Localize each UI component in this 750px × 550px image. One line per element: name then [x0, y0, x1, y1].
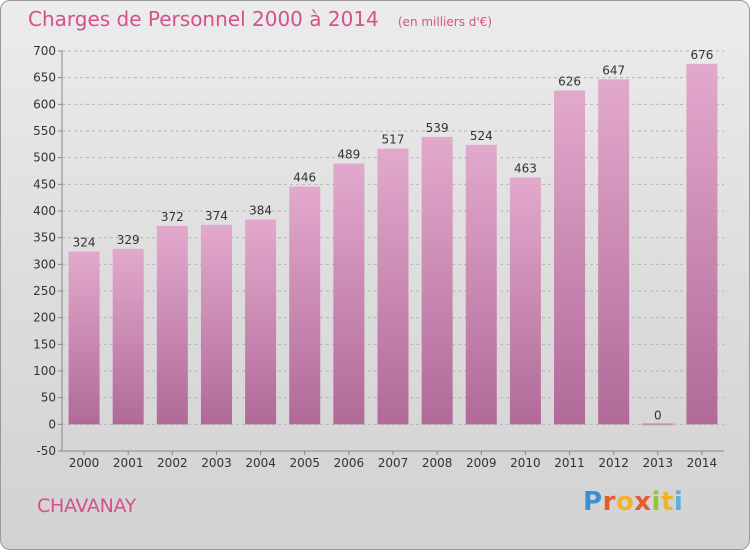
bar: [509, 177, 541, 425]
data-label: 329: [117, 233, 140, 247]
x-tick-label: 2014: [687, 456, 718, 470]
data-label: 517: [382, 133, 405, 147]
y-tick-label: 650: [33, 71, 56, 85]
data-label: 0: [654, 408, 662, 422]
bar: [377, 148, 409, 425]
axes: -50 0 50 100 150 200 250 300 350 400 450 500 550 600 6…: [33, 44, 724, 470]
y-tick-label: 500: [33, 151, 56, 165]
logo-letter: t: [660, 487, 674, 517]
value-labels: 324 329 372 374 384 446 489 517 539 524 463 626 647 0…: [73, 48, 714, 423]
bar: [686, 63, 718, 425]
y-tick-label: 100: [33, 364, 56, 378]
bar: [421, 136, 453, 425]
bar: [289, 186, 321, 425]
chart-title: Charges de Personnel 2000 à 2014: [28, 7, 379, 31]
chart-title-block: Charges de Personnel 2000 à 2014 (en mil…: [28, 7, 492, 31]
data-label: 324: [73, 236, 96, 250]
logo-letter: r: [602, 487, 616, 517]
x-tick-label: 2011: [554, 456, 585, 470]
y-tick-label: 50: [41, 391, 56, 405]
logo-letter: i: [673, 487, 684, 517]
logo-letter: x: [634, 487, 652, 517]
x-tick-label: 2006: [334, 456, 365, 470]
bar: [554, 90, 586, 425]
x-tick-label: 2004: [245, 456, 276, 470]
y-tick-label: 450: [33, 177, 56, 191]
logo-letter: P: [583, 487, 603, 517]
x-tick-label: 2005: [289, 456, 320, 470]
y-tick-label: -50: [36, 444, 56, 458]
y-tick-label: 0: [48, 417, 56, 431]
bar: [112, 248, 144, 425]
x-tick-label: 2002: [157, 456, 188, 470]
bar: [200, 224, 232, 425]
data-label: 374: [205, 209, 228, 223]
bars: [68, 63, 718, 426]
x-tick-label: 2001: [113, 456, 144, 470]
data-label: 372: [161, 210, 184, 224]
bar: [642, 423, 674, 426]
data-label: 676: [690, 48, 713, 62]
bar: [68, 251, 100, 425]
y-tick-label: 300: [33, 257, 56, 271]
x-tick-label: 2000: [69, 456, 100, 470]
x-tick-label: 2013: [643, 456, 674, 470]
x-tick-label: 2009: [466, 456, 497, 470]
x-tick-label: 2010: [510, 456, 541, 470]
y-tick-label: 400: [33, 204, 56, 218]
y-tick-label: 200: [33, 311, 56, 325]
data-label: 524: [470, 129, 493, 143]
bar: [245, 219, 277, 425]
y-tick-label: 250: [33, 284, 56, 298]
chart-subtitle: (en milliers d'€): [397, 15, 492, 29]
x-tick-label: 2012: [598, 456, 629, 470]
y-tick-label: 700: [33, 44, 56, 58]
x-tick-label: 2008: [422, 456, 453, 470]
data-label: 647: [602, 63, 625, 77]
logo-letter: i: [651, 487, 661, 517]
y-tick-label: 600: [33, 97, 56, 111]
y-tick-label: 550: [33, 124, 56, 138]
data-label: 626: [558, 74, 581, 88]
y-tick-label: 350: [33, 231, 56, 245]
logo-letter: o: [615, 487, 635, 517]
commune-name: CHAVANAY: [37, 495, 137, 517]
bar: [333, 163, 365, 425]
x-tick-label: 2003: [201, 456, 232, 470]
data-label: 463: [514, 161, 537, 175]
x-tick-label: 2007: [378, 456, 409, 470]
data-label: 446: [293, 170, 316, 184]
bar: [156, 225, 188, 425]
y-tick-label: 150: [33, 337, 56, 351]
data-label: 539: [426, 121, 449, 135]
data-label: 384: [249, 204, 272, 218]
proxiti-logo: Proxiti: [583, 487, 683, 517]
bar: [598, 79, 630, 425]
data-label: 489: [337, 148, 360, 162]
bar: [465, 144, 497, 425]
